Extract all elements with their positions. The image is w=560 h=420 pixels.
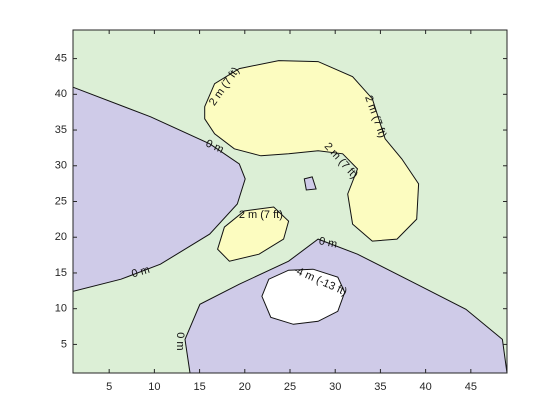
- x-tick-label: 35: [374, 381, 386, 393]
- y-tick-label: 20: [55, 231, 67, 243]
- contour-region: [303, 176, 317, 191]
- x-tick-label: 25: [284, 381, 296, 393]
- contour-region: [184, 238, 508, 374]
- y-tick-label: 10: [55, 303, 67, 315]
- y-tick-label: 35: [55, 124, 67, 136]
- contour-label: 0 m: [130, 264, 151, 281]
- y-tick-label: 25: [55, 195, 67, 207]
- contour-region: [72, 86, 246, 292]
- x-tick-label: 10: [148, 381, 160, 393]
- contour-label: 0 m: [174, 332, 186, 350]
- x-tick-label: 15: [193, 381, 205, 393]
- y-tick-label: 5: [61, 338, 67, 350]
- x-tick-label: 5: [106, 381, 112, 393]
- y-tick-label: 45: [55, 52, 67, 64]
- contour-label: 2 m (7 ft): [239, 209, 283, 221]
- x-tick-label: 45: [465, 381, 477, 393]
- contour-label: 0 m: [318, 235, 338, 251]
- contour-region: [217, 206, 290, 262]
- x-tick-label: 20: [239, 381, 251, 393]
- x-tick-label: 40: [420, 381, 432, 393]
- y-tick-label: 15: [55, 267, 67, 279]
- y-tick-label: 40: [55, 88, 67, 100]
- x-tick-label: 30: [329, 381, 341, 393]
- contour-region: [204, 60, 420, 242]
- contour-region: [261, 268, 346, 325]
- y-tick-label: 30: [55, 160, 67, 172]
